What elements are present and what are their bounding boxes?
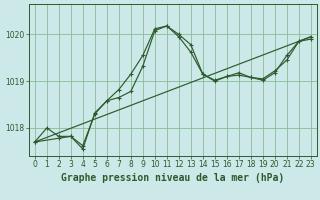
X-axis label: Graphe pression niveau de la mer (hPa): Graphe pression niveau de la mer (hPa)	[61, 173, 284, 183]
